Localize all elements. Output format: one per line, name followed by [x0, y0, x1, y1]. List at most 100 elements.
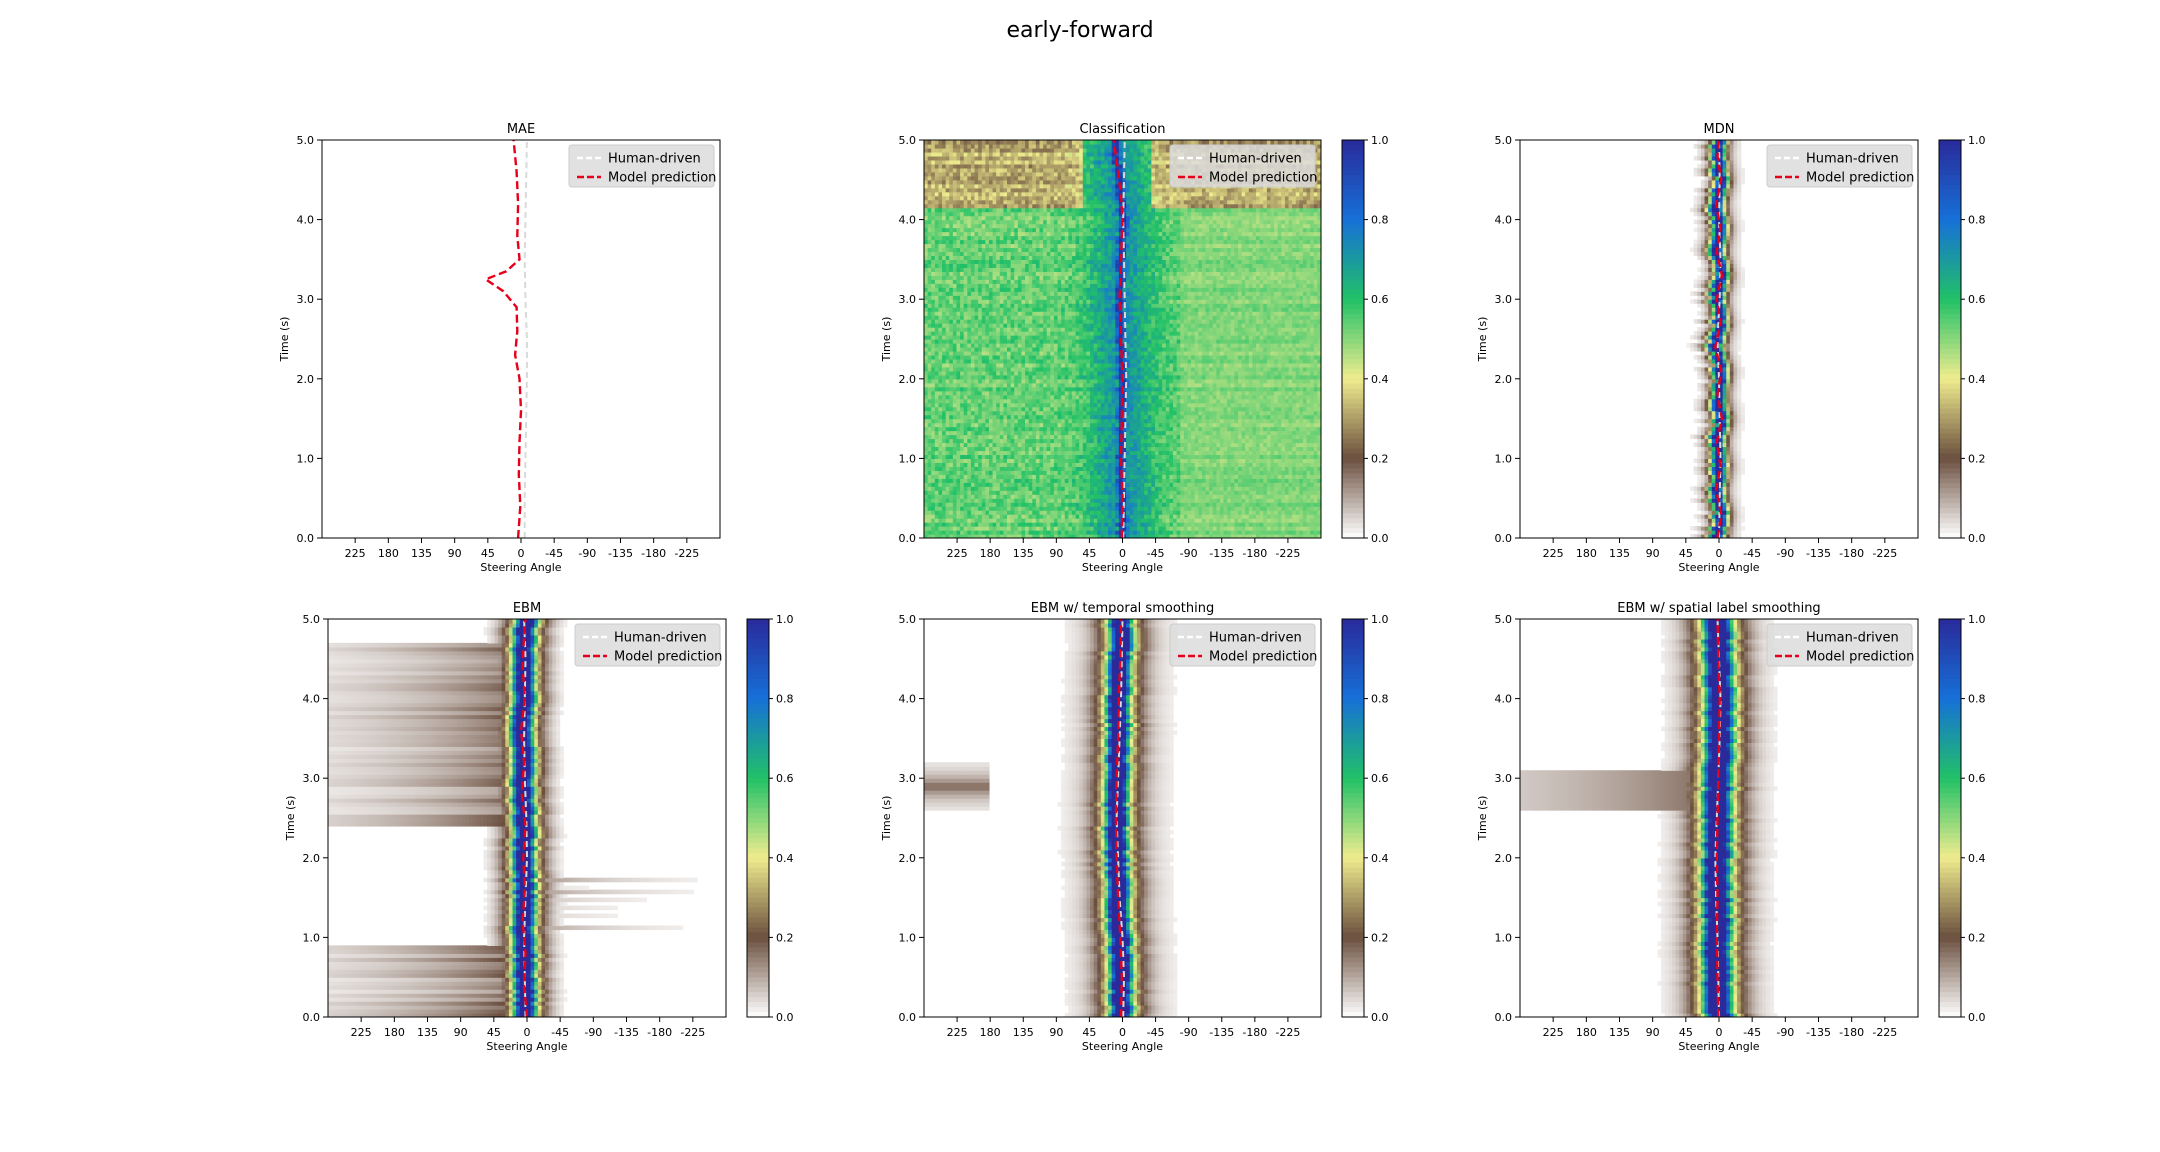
- x-tick-label: -180: [1242, 547, 1267, 560]
- colorbar-tick-label: 0.2: [776, 931, 794, 944]
- x-tick-label: -90: [584, 1026, 602, 1039]
- chart-title: EBM: [513, 601, 541, 616]
- y-axis-label: Time (s): [880, 796, 893, 842]
- y-tick-label: 2.0: [899, 852, 917, 865]
- y-tick-label: 3.0: [1495, 772, 1513, 785]
- colorbar-frame: [1938, 618, 1962, 1018]
- colorbar-tick-label: 0.2: [1968, 931, 1986, 944]
- x-tick-label: -90: [578, 547, 596, 560]
- y-tick-label: 0.0: [297, 532, 315, 545]
- legend-entry: Model prediction: [1806, 650, 1914, 665]
- colorbar: 0.0 0.2 0.4 0.6 0.8 1.0: [1341, 134, 1389, 545]
- x-tick-label: -135: [1806, 547, 1831, 560]
- colorbar-tick-label: 0.0: [1371, 532, 1389, 545]
- y-tick-label: 4.0: [297, 214, 315, 227]
- y-tick-label: 5.0: [297, 134, 315, 147]
- y-tick-label: 0.0: [899, 1011, 917, 1024]
- legend: Human-driven Model prediction: [1766, 623, 1914, 667]
- heatmap-density: [1520, 619, 1778, 1017]
- colorbar-tick-label: 0.8: [1968, 214, 1986, 227]
- legend-box: [1766, 144, 1913, 188]
- series-line-model-prediction: [1715, 619, 1721, 1017]
- x-tick-label: 180: [1576, 1026, 1597, 1039]
- x-tick-label: 180: [980, 547, 1001, 560]
- colorbar-tick-label: 0.8: [1968, 693, 1986, 706]
- series-line-human-driven: [1115, 619, 1126, 1017]
- y-tick-label: 5.0: [1495, 613, 1513, 626]
- x-tick-label: -225: [1275, 1026, 1300, 1039]
- x-tick-label: -225: [1872, 1026, 1897, 1039]
- y-tick-label: 1.0: [303, 931, 321, 944]
- colorbar-tick-label: 0.6: [776, 772, 794, 785]
- y-tick-label: 0.0: [303, 1011, 321, 1024]
- colorbar: 0.0 0.2 0.4 0.6 0.8 1.0: [746, 613, 794, 1024]
- x-tick-label: 225: [1543, 547, 1564, 560]
- x-tick-label: -135: [614, 1026, 639, 1039]
- legend-entry: Human-driven: [1806, 631, 1899, 646]
- y-tick-label: 2.0: [297, 373, 315, 386]
- legend-entry: Model prediction: [1209, 650, 1317, 665]
- series-line-human-driven: [523, 140, 528, 538]
- colorbar-tick-label: 0.4: [1371, 373, 1389, 386]
- x-tick-label: -45: [545, 547, 563, 560]
- y-tick-label: 5.0: [899, 613, 917, 626]
- colorbar-tick-label: 0.8: [1371, 214, 1389, 227]
- x-axis-label: Steering Angle: [486, 1040, 567, 1053]
- colorbar-tick-label: 1.0: [1371, 134, 1389, 147]
- legend-entry: Model prediction: [1806, 171, 1914, 186]
- x-tick-label: -45: [551, 1026, 569, 1039]
- x-tick-label: -90: [1776, 1026, 1794, 1039]
- y-tick-label: 4.0: [899, 214, 917, 227]
- x-tick-label: -180: [1839, 1026, 1864, 1039]
- x-tick-label: 90: [454, 1026, 468, 1039]
- x-tick-label: -180: [641, 547, 666, 560]
- legend-entry: Model prediction: [1209, 171, 1317, 186]
- x-tick-label: 45: [1679, 1026, 1693, 1039]
- x-tick-label: 0: [1716, 1026, 1723, 1039]
- colorbar-tick-label: 0.4: [1968, 852, 1986, 865]
- colorbar-tick-label: 0.6: [1371, 772, 1389, 785]
- x-tick-label: -225: [1275, 547, 1300, 560]
- colorbar-tick-label: 1.0: [776, 613, 794, 626]
- x-tick-label: 225: [345, 547, 366, 560]
- heatmap-density: [924, 140, 1321, 538]
- colorbar-tick-label: 0.0: [1968, 532, 1986, 545]
- legend-box: [574, 623, 721, 667]
- x-tick-label: -135: [1806, 1026, 1831, 1039]
- x-tick-label: 225: [947, 1026, 968, 1039]
- y-tick-label: 1.0: [899, 452, 917, 465]
- y-tick-label: 3.0: [303, 772, 321, 785]
- y-tick-label: 5.0: [303, 613, 321, 626]
- y-tick-label: 2.0: [303, 852, 321, 865]
- y-tick-label: 3.0: [899, 772, 917, 785]
- x-axis-label: Steering Angle: [1082, 561, 1163, 574]
- y-tick-label: 4.0: [1495, 693, 1513, 706]
- x-tick-label: -90: [1180, 1026, 1198, 1039]
- legend: Human-driven Model prediction: [1766, 144, 1914, 188]
- colorbar-tick-label: 0.6: [1968, 772, 1986, 785]
- x-tick-label: -180: [1242, 1026, 1267, 1039]
- x-tick-label: 45: [1082, 547, 1096, 560]
- chart-panel-2: Classification 225 180 135 90 45 0 -45 -90 -135 -1…: [880, 122, 1389, 574]
- colorbar-frame: [1341, 139, 1365, 539]
- chart-panel-3: MDN 225 180 135 90 45 0 -45 -90 -135 -180 -225 Steer…: [1476, 122, 1986, 574]
- y-tick-label: 1.0: [899, 931, 917, 944]
- y-tick-label: 4.0: [303, 693, 321, 706]
- series-line-model-prediction: [1114, 619, 1124, 1017]
- x-axis-label: Steering Angle: [480, 561, 561, 574]
- y-axis-label: Time (s): [284, 796, 297, 842]
- x-tick-label: 90: [1049, 547, 1063, 560]
- x-tick-label: 0: [1716, 547, 1723, 560]
- x-tick-label: 90: [448, 547, 462, 560]
- y-axis-label: Time (s): [880, 317, 893, 363]
- x-tick-label: -135: [1209, 547, 1234, 560]
- chart-panel-1: MAE 225 180 135 90 45 0 -45 -90 -135 -180 -225 Steer…: [278, 122, 721, 574]
- x-axis-label: Steering Angle: [1678, 1040, 1759, 1053]
- x-tick-label: 135: [1013, 547, 1034, 560]
- chart-panel-5: EBM w/ temporal smoothing 225 180 135 90 45 0 -…: [880, 601, 1389, 1053]
- x-tick-label: 135: [1609, 547, 1630, 560]
- colorbar-tick-label: 1.0: [1371, 613, 1389, 626]
- x-tick-label: -135: [608, 547, 633, 560]
